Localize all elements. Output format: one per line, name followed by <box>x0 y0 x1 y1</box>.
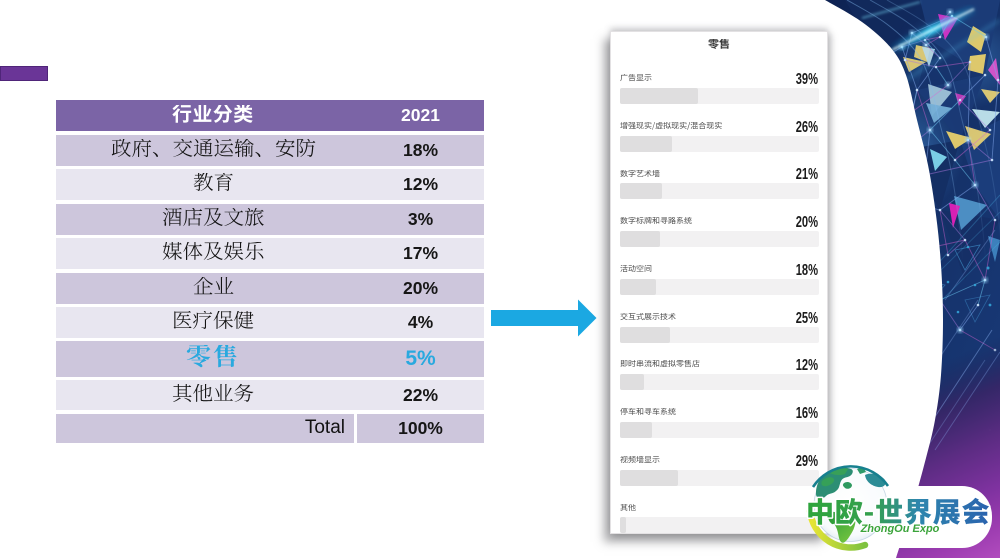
svg-text:ZhongOu Expo: ZhongOu Expo <box>860 523 940 535</box>
